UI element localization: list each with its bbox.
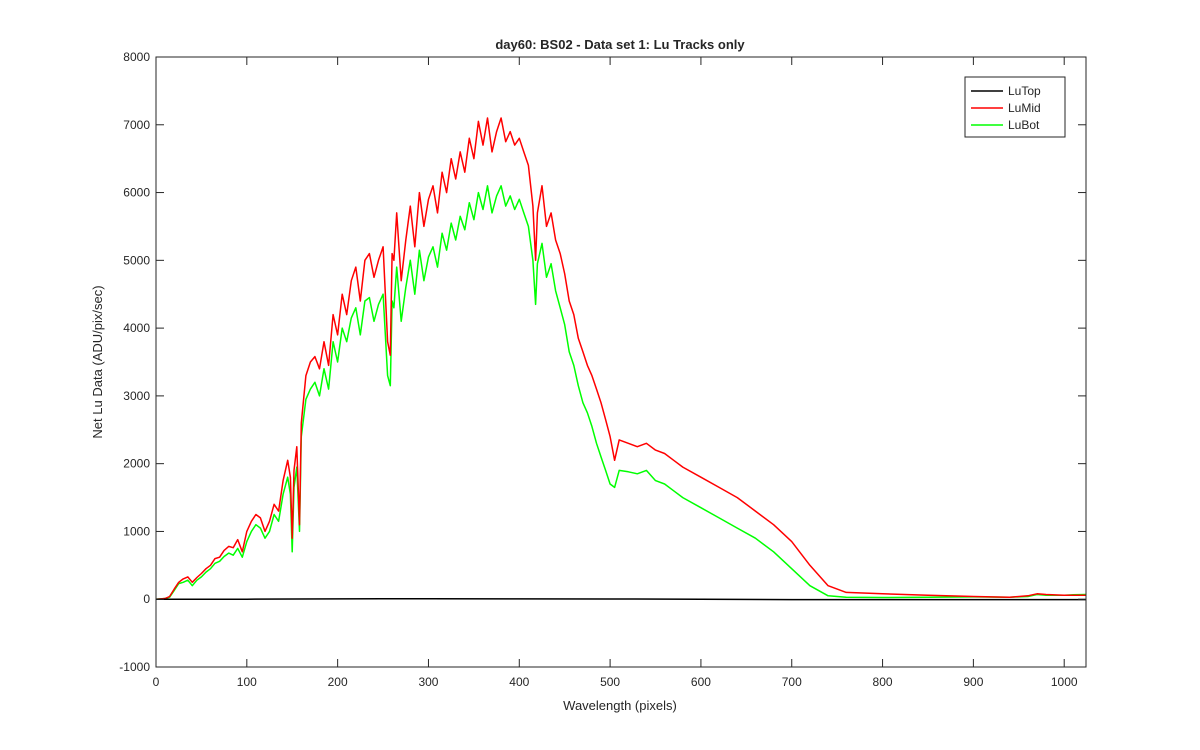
x-tick-label: 400 bbox=[509, 675, 529, 689]
y-tick-label: 6000 bbox=[123, 186, 150, 200]
x-tick-label: 1000 bbox=[1051, 675, 1078, 689]
x-tick-label: 500 bbox=[600, 675, 620, 689]
y-tick-label: -1000 bbox=[119, 660, 150, 674]
y-tick-label: 4000 bbox=[123, 321, 150, 335]
legend-label-lutop: LuTop bbox=[1008, 84, 1041, 98]
y-tick-label: 8000 bbox=[123, 50, 150, 64]
y-tick-label: 1000 bbox=[123, 524, 150, 538]
legend: LuTop LuMid LuBot bbox=[964, 76, 1066, 138]
x-tick-label: 900 bbox=[963, 675, 983, 689]
series-layer bbox=[156, 117, 1086, 601]
legend-box bbox=[964, 76, 1066, 138]
x-tick-label: 200 bbox=[328, 675, 348, 689]
y-tick-label: 7000 bbox=[123, 118, 150, 132]
x-tick-label: 800 bbox=[873, 675, 893, 689]
y-tick-label: 2000 bbox=[123, 457, 150, 471]
x-axis-label: Wavelength (pixels) bbox=[563, 698, 677, 713]
x-tick-label: 300 bbox=[418, 675, 438, 689]
x-tick-label: 700 bbox=[782, 675, 802, 689]
series-line-lutop bbox=[156, 597, 1086, 601]
plot-frame bbox=[155, 56, 1087, 668]
y-axis-label: Net Lu Data (ADU/pix/sec) bbox=[90, 285, 105, 438]
x-tick-label: 100 bbox=[237, 675, 257, 689]
series-line-lubot bbox=[156, 185, 1086, 600]
legend-label-lubot: LuBot bbox=[1008, 118, 1040, 132]
y-tick-label: 0 bbox=[143, 592, 150, 606]
chart-title: day60: BS02 - Data set 1: Lu Tracks only bbox=[495, 37, 745, 52]
x-tick-label: 600 bbox=[691, 675, 711, 689]
ticks-layer: 0 100 200 300 400 500 600 700 800 900 1000-1000010… bbox=[119, 50, 1086, 689]
x-tick-label: 0 bbox=[153, 675, 160, 689]
legend-label-lumid: LuMid bbox=[1008, 101, 1041, 115]
y-tick-label: 5000 bbox=[123, 253, 150, 267]
y-tick-label: 3000 bbox=[123, 389, 150, 403]
series-line-lumid bbox=[156, 117, 1086, 600]
